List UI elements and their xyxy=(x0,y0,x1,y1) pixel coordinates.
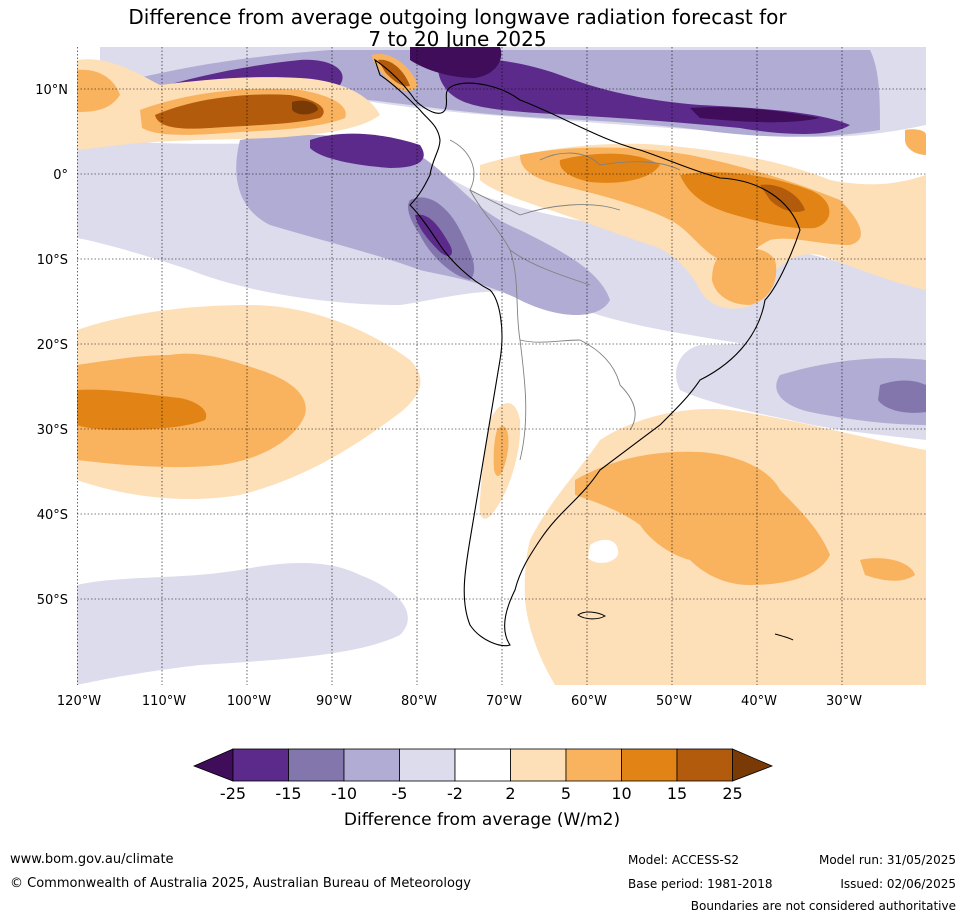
anomaly-region-pacific-purple-core xyxy=(310,133,424,168)
disclaimer-text: Boundaries are not considered authoritat… xyxy=(690,899,956,913)
map-title-line2: 7 to 20 June 2025 xyxy=(368,27,547,51)
lon-label: 70°W xyxy=(486,694,522,709)
lat-label: 0° xyxy=(53,168,68,183)
lat-label: 40°S xyxy=(37,508,68,523)
lon-label: 60°W xyxy=(571,694,607,709)
lon-label: 50°W xyxy=(656,694,692,709)
lat-label: 10°N xyxy=(35,83,68,98)
colorbar-tick: -10 xyxy=(331,784,357,803)
colorbar-label: Difference from average (W/m2) xyxy=(344,810,620,830)
anomaly-region-atlantic-extreme xyxy=(690,107,820,123)
colorbar xyxy=(192,748,774,782)
colorbar-bin xyxy=(399,748,456,782)
anomaly-region-north-pacific-strong xyxy=(155,94,324,129)
model-name: Model: ACCESS-S2 xyxy=(628,853,740,867)
anomaly-region-brazil-peak xyxy=(760,184,805,212)
lon-label: 90°W xyxy=(316,694,352,709)
colorbar-tick: 25 xyxy=(722,784,742,803)
anomaly-region-central-america-strong xyxy=(378,59,410,87)
issued-date: Issued: 02/06/2025 xyxy=(840,877,956,891)
lon-label: 120°W xyxy=(57,694,101,709)
lat-label: 50°S xyxy=(37,593,68,608)
model-run-date: Model run: 31/05/2025 xyxy=(818,853,956,867)
country-boundaries xyxy=(449,139,681,461)
anomaly-region-south-atlantic-moderate xyxy=(776,358,926,425)
lon-label: 80°W xyxy=(401,694,437,709)
colorbar-bin xyxy=(565,748,622,782)
colorbar-extend-high xyxy=(732,748,774,782)
south-georgia xyxy=(774,633,794,641)
colorbar-tick: 10 xyxy=(611,784,631,803)
base-period: Base period: 1981-2018 xyxy=(628,877,773,891)
colorbar-bin xyxy=(288,748,345,782)
anomaly-region-east-atlantic-positive xyxy=(905,129,926,155)
colorbar-bin xyxy=(676,748,733,782)
anomaly-region-south-pacific-strong xyxy=(77,389,207,430)
lon-label: 30°W xyxy=(826,694,862,709)
map-gridlines xyxy=(77,47,926,685)
anomaly-region-caribbean-extreme xyxy=(410,47,502,78)
colorbar-tick: 5 xyxy=(561,784,571,803)
colorbar-bin xyxy=(343,748,400,782)
colorbar-tick: -2 xyxy=(447,784,463,803)
website-link[interactable]: www.bom.gov.au/climate xyxy=(10,852,174,867)
lat-label: 30°S xyxy=(37,423,68,438)
map-plot-area xyxy=(77,47,926,685)
falkland-islands xyxy=(577,611,607,620)
map-title-line1: Difference from average outgoing longwav… xyxy=(128,5,787,29)
lat-label: 20°S xyxy=(37,338,68,353)
anomaly-region-south-pacific-negative xyxy=(77,563,408,685)
lon-label: 100°W xyxy=(227,694,271,709)
anomaly-region-north-pacific-positive xyxy=(77,69,120,112)
anomaly-region-south-atlantic-positive-east xyxy=(860,558,915,581)
colorbar-tick: -25 xyxy=(220,784,246,803)
colorbar-tick: -5 xyxy=(392,784,408,803)
copyright-text: © Commonwealth of Australia 2025, Austra… xyxy=(10,876,471,891)
colorbar-bin xyxy=(510,748,567,782)
anomaly-region-brazil-interior xyxy=(712,248,777,305)
south-america-coastline xyxy=(373,58,801,647)
anomaly-region-brazil-strong xyxy=(559,153,660,183)
lat-label: 10°S xyxy=(37,253,68,268)
colorbar-bin xyxy=(232,748,289,782)
colorbar-tick: 15 xyxy=(667,784,687,803)
lon-label: 40°W xyxy=(741,694,777,709)
colorbar-tick: -15 xyxy=(275,784,301,803)
anomaly-region-south-atlantic-positive xyxy=(575,451,830,585)
colorbar-extend-low xyxy=(192,748,234,782)
anomaly-region-south-atlantic-strong xyxy=(878,380,926,413)
colorbar-bin xyxy=(454,748,511,782)
anomaly-region-north-pacific-peak xyxy=(292,100,318,115)
colorbar-tick: 2 xyxy=(505,784,515,803)
anomaly-region-patagonia-positive-core xyxy=(493,426,509,477)
colorbar-bin xyxy=(621,748,678,782)
anomaly-region-white-hole xyxy=(588,539,619,563)
lon-label: 110°W xyxy=(142,694,186,709)
